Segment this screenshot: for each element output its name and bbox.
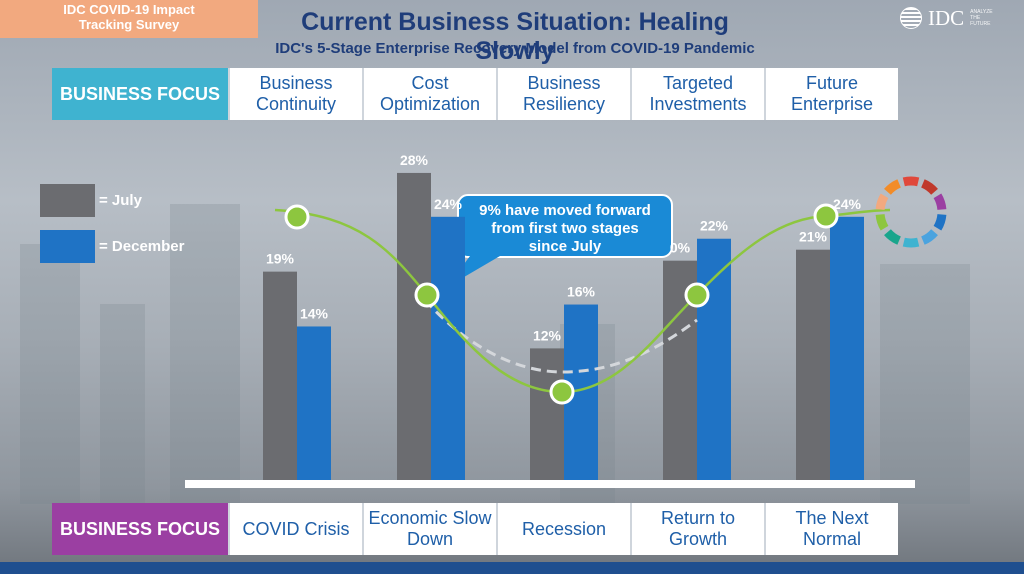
legend-december-label: = December	[99, 238, 185, 255]
curve-marker	[414, 282, 440, 308]
chart-baseline	[185, 480, 915, 488]
data-label-july: 0%	[670, 240, 691, 256]
bottom-focus-cell: Return to Growth	[630, 503, 764, 555]
data-label-july: 12%	[533, 327, 562, 343]
curve-marker	[549, 379, 575, 405]
data-label-december: 24%	[434, 196, 463, 212]
globe-icon	[900, 7, 922, 29]
bar-july	[263, 271, 297, 480]
bar-december	[297, 326, 331, 480]
top-focus-label: BUSINESS FOCUS	[52, 68, 228, 120]
bottom-focus-cell: Recession	[496, 503, 630, 555]
color-wheel-segment	[920, 229, 938, 245]
bottom-focus-cell: The Next Normal	[764, 503, 898, 555]
top-focus-cell: Business Continuity	[228, 68, 362, 120]
bar-december	[431, 216, 465, 481]
color-wheel-segment	[884, 229, 902, 245]
curve-marker	[284, 204, 310, 230]
top-focus-row: BUSINESS FOCUS Business Continuity Cost …	[52, 68, 898, 120]
callout-text: since July	[529, 238, 602, 255]
color-wheel-segment	[933, 193, 947, 211]
color-wheel-segment	[884, 179, 902, 195]
data-label-december: 24%	[833, 196, 862, 212]
legend-december-swatch	[40, 230, 95, 263]
survey-tag-line2: Tracking Survey	[78, 17, 180, 32]
top-focus-cell: Targeted Investments	[630, 68, 764, 120]
top-focus-cell: Cost Optimization	[362, 68, 496, 120]
dashed-july-curve	[423, 298, 698, 374]
color-wheel-segment	[875, 213, 889, 231]
color-wheel-segment	[902, 176, 920, 187]
legend-december: = December	[40, 230, 184, 263]
idc-logo: IDC ANALYZE THE FUTURE	[900, 6, 1010, 30]
top-focus-cell: Business Resiliency	[496, 68, 630, 120]
data-label-december: 22%	[700, 218, 729, 234]
legend-july-label: = July	[99, 192, 142, 209]
curve-marker	[684, 282, 710, 308]
bar-july	[397, 172, 431, 480]
page-subtitle: IDC's 5-Stage Enterprise Recovery Model …	[275, 40, 755, 57]
data-label-july: 19%	[266, 251, 295, 267]
legend-july-swatch	[40, 184, 95, 217]
data-label-july: 28%	[400, 152, 429, 168]
callout-text: 9% have moved forward	[479, 202, 651, 219]
data-label-july: 21%	[799, 229, 828, 245]
bar-july	[796, 249, 830, 480]
legend-july: = July	[40, 184, 142, 217]
color-wheel-segment	[920, 179, 938, 195]
page-title: Current Business Situation: Healing Slow…	[301, 8, 729, 65]
logo-name: IDC	[928, 5, 965, 30]
callout-text: from first two stages	[491, 220, 639, 237]
data-label-december: 16%	[567, 284, 596, 300]
curve-marker	[813, 203, 839, 229]
bar-december	[697, 238, 731, 480]
bottom-focus-cell: COVID Crisis	[228, 503, 362, 555]
survey-tag: IDC COVID-19 Impact Tracking Survey	[0, 0, 258, 38]
bar-december	[830, 216, 864, 481]
survey-tag-line1: IDC COVID-19 Impact	[63, 2, 195, 17]
color-wheel-segment	[902, 237, 920, 248]
bottom-focus-row: BUSINESS FOCUS COVID Crisis Economic Slo…	[52, 503, 898, 555]
color-wheel-segment	[875, 193, 889, 211]
bottom-focus-label: BUSINESS FOCUS	[52, 503, 228, 555]
bottom-focus-cell: Economic Slow Down	[362, 503, 496, 555]
top-focus-cell: Future Enterprise	[764, 68, 898, 120]
footer-bar	[0, 562, 1024, 574]
color-wheel-segment	[933, 213, 947, 231]
logo-tagline: ANALYZE THE FUTURE	[970, 9, 993, 27]
data-label-december: 14%	[300, 305, 329, 321]
